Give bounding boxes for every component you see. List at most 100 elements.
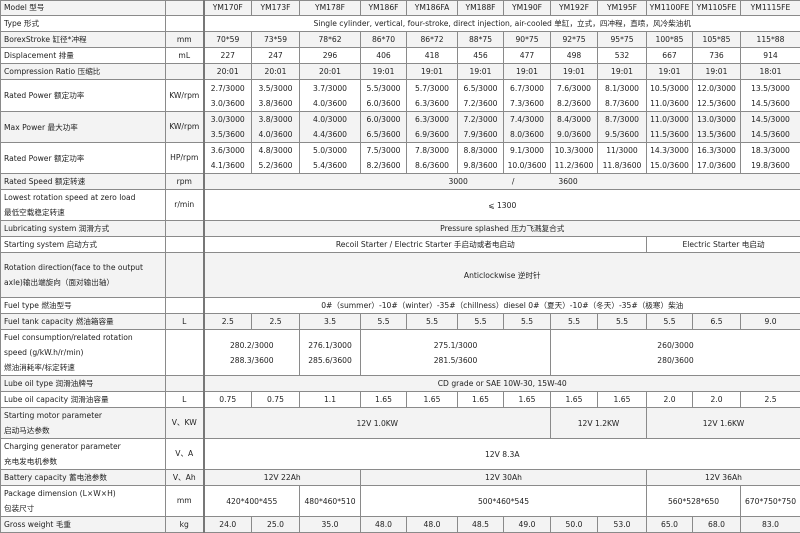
- cell-line: 8.2/3600: [363, 158, 404, 173]
- cell-line: 560*528*650: [649, 494, 738, 509]
- model-header: YM190F: [504, 1, 551, 16]
- value-cell: 420*400*455: [204, 486, 300, 517]
- cell-line: Package dimension (L×W×H): [4, 486, 163, 501]
- speed-part: 3000: [449, 175, 468, 189]
- cell-line: 6.3/3000: [409, 112, 455, 127]
- value-cell: 1.65: [598, 392, 647, 408]
- unit-cell: V、Ah: [166, 470, 204, 486]
- cell-line: 7.3/3600: [506, 96, 548, 111]
- value-cell: 48.5: [458, 517, 504, 533]
- cell-line: Lube oil capacity 润滑油容量: [4, 392, 163, 407]
- cell-line: Battery capacity 蓄电池参数: [4, 470, 163, 485]
- cell-line: 288.3/3600: [207, 353, 298, 368]
- cell-line: 5.2/3600: [254, 158, 297, 173]
- value-cell: 78*62: [300, 32, 361, 48]
- unit-cell: rpm: [166, 174, 204, 190]
- value-cell: 19:01: [693, 64, 741, 80]
- cell-line: Charging generator parameter: [4, 439, 163, 454]
- value-cell: 86*70: [361, 32, 407, 48]
- value-cell: 24.0: [204, 517, 252, 533]
- cell-line: 14.3/3000: [649, 143, 690, 158]
- cell-line: Rotation direction(face to the output: [4, 260, 163, 275]
- value-cell: 1.1: [300, 392, 361, 408]
- cell-line: 7.5/3000: [363, 143, 404, 158]
- value-cell: 247: [252, 48, 300, 64]
- value-cell: 5.5: [647, 314, 693, 330]
- cell-line: 19.8/3600: [743, 158, 798, 173]
- value-cell: 296: [300, 48, 361, 64]
- value-cell: 477: [504, 48, 551, 64]
- model-header: YM186FA: [407, 1, 458, 16]
- cell-line: Fuel type 燃油型号: [4, 298, 163, 313]
- cell-line: Type 形式: [4, 16, 163, 31]
- value-cell: 5.5: [598, 314, 647, 330]
- speed-part: 3600: [558, 175, 577, 189]
- value-cell: 65.0: [647, 517, 693, 533]
- model-header: YM178F: [300, 1, 361, 16]
- value-cell: 53.0: [598, 517, 647, 533]
- value-cell: 9.0: [741, 314, 800, 330]
- cell-line: 285.6/3600: [302, 353, 358, 368]
- cell-line: Fuel tank capacity 燃油箱容量: [4, 314, 163, 329]
- value-cell: 12V 1.0KW: [204, 408, 551, 439]
- cell-line: 3.8/3000: [254, 112, 297, 127]
- cell-line: 12V 8.3A: [207, 447, 799, 462]
- value-cell: 3000/3600: [204, 174, 800, 190]
- value-cell: 68.0: [693, 517, 741, 533]
- cell-line: Fuel consumption/related rotation: [4, 330, 163, 345]
- unit-cell: mL: [166, 48, 204, 64]
- model-header: YM1115FE: [741, 1, 800, 16]
- cell-line: 12V 1.2KW: [553, 416, 644, 431]
- cell-line: 4.8/3000: [254, 143, 297, 158]
- unit-cell: [166, 298, 204, 314]
- cell-line: 3.8/3600: [254, 96, 297, 111]
- value-cell: 12V 36Ah: [647, 470, 800, 486]
- value-cell: 1.65: [551, 392, 598, 408]
- cell-line: 10.5/3000: [649, 81, 690, 96]
- cell-line: 启动马达参数: [4, 423, 163, 438]
- cell-line: 0#（summer）-10#（winter）-35#（chillness）die…: [207, 298, 799, 313]
- value-cell: 20:01: [204, 64, 252, 80]
- cell-line: 9.8/3600: [460, 158, 501, 173]
- value-cell: 5.5: [407, 314, 458, 330]
- cell-line: 包装尺寸: [4, 501, 163, 516]
- cell-line: 6.0/3000: [363, 112, 404, 127]
- row-label: BorexStroke 缸径*冲程: [1, 32, 166, 48]
- cell-line: 12V 36Ah: [649, 470, 798, 485]
- cell-line: 4.0/3600: [302, 96, 358, 111]
- value-cell: CD grade or SAE 10W-30, 15W-40: [204, 376, 800, 392]
- cell-line: 10.0/3600: [506, 158, 548, 173]
- value-cell: 48.0: [361, 517, 407, 533]
- row-label: Model 型号: [1, 1, 166, 16]
- value-cell: 667: [647, 48, 693, 64]
- value-cell: 19:01: [361, 64, 407, 80]
- cell-line: 5.0/3000: [302, 143, 358, 158]
- unit-cell: L: [166, 392, 204, 408]
- cell-line: 16.3/3000: [695, 143, 738, 158]
- cell-line: 4.4/3600: [302, 127, 358, 142]
- unit-cell: L: [166, 314, 204, 330]
- cell-line: 670*750*750: [743, 494, 798, 509]
- model-header: YM195F: [598, 1, 647, 16]
- value-cell: 115*88: [741, 32, 800, 48]
